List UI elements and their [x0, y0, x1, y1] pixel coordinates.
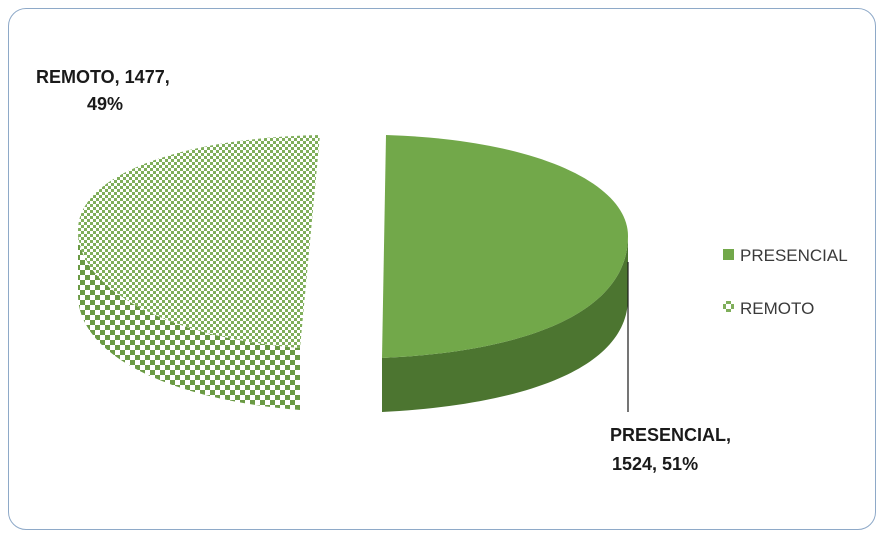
legend-label-presencial: PRESENCIAL — [740, 246, 848, 265]
data-label-presencial-line2: 1524, 51% — [612, 454, 698, 474]
legend-label-remoto: REMOTO — [740, 299, 814, 318]
slice-remoto — [78, 135, 320, 410]
data-label-presencial-line1: PRESENCIAL, — [610, 425, 731, 445]
slice-remoto-top — [78, 135, 320, 348]
legend: PRESENCIAL REMOTO — [723, 246, 848, 318]
data-label-remoto-line2: 49% — [87, 94, 123, 114]
slice-remoto-side — [78, 230, 300, 410]
slice-presencial-top — [382, 135, 628, 358]
legend-swatch-remoto — [723, 301, 734, 312]
legend-swatch-presencial — [723, 249, 734, 260]
data-label-remoto-line1: REMOTO, 1477, — [36, 67, 170, 87]
slice-presencial — [382, 135, 628, 412]
slice-presencial-side — [382, 236, 628, 412]
